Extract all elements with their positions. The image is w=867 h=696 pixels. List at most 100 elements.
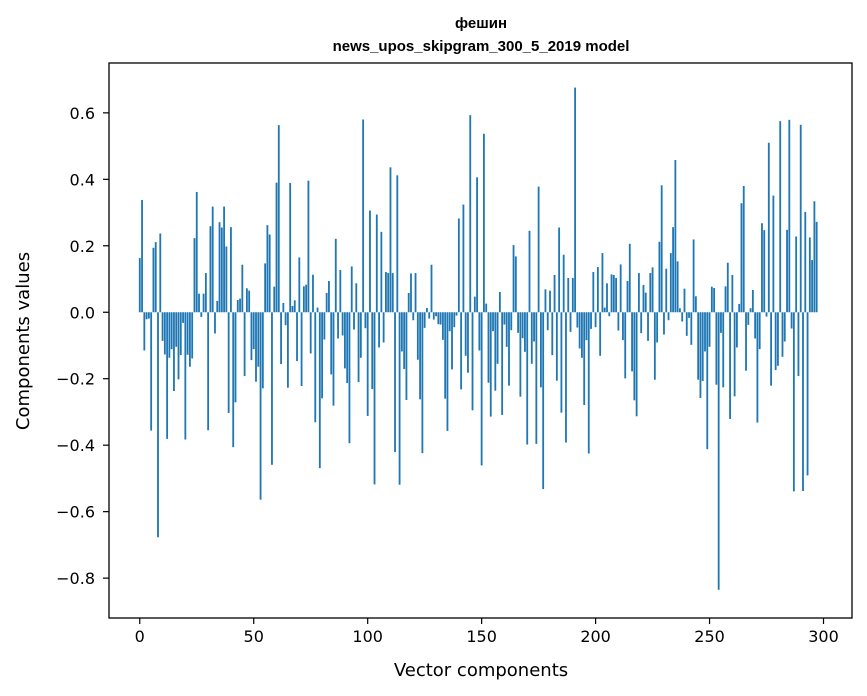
bar bbox=[343, 312, 346, 369]
y-tick-label: −0.8 bbox=[56, 569, 95, 588]
bar bbox=[530, 312, 533, 364]
bar bbox=[508, 312, 510, 386]
bar bbox=[444, 312, 447, 399]
bar bbox=[275, 182, 278, 313]
bar bbox=[202, 293, 205, 313]
bar bbox=[250, 312, 253, 361]
bar bbox=[257, 312, 260, 367]
bar bbox=[209, 226, 212, 313]
bar bbox=[722, 312, 725, 388]
bar bbox=[742, 185, 745, 313]
bar bbox=[494, 312, 497, 391]
bar bbox=[457, 218, 460, 313]
bar bbox=[460, 312, 463, 390]
bar bbox=[806, 312, 809, 476]
bar bbox=[715, 312, 718, 385]
bar bbox=[560, 312, 563, 413]
bar bbox=[389, 167, 392, 313]
bar bbox=[651, 267, 654, 313]
bar bbox=[318, 312, 321, 469]
bar bbox=[476, 177, 478, 313]
bar bbox=[553, 275, 556, 313]
bar bbox=[665, 268, 668, 313]
bar bbox=[271, 312, 273, 465]
bar bbox=[211, 206, 214, 313]
bar bbox=[403, 312, 406, 370]
bar bbox=[667, 312, 670, 321]
bar bbox=[302, 286, 305, 313]
bar bbox=[644, 292, 647, 313]
bar bbox=[612, 275, 615, 313]
bar bbox=[412, 312, 415, 321]
bar bbox=[663, 312, 665, 335]
bar bbox=[749, 308, 752, 313]
bar bbox=[558, 227, 561, 313]
bar bbox=[323, 312, 326, 340]
bar bbox=[738, 303, 741, 313]
x-axis: 0 50 100 150 200 250 300 bbox=[135, 618, 839, 646]
bar bbox=[243, 312, 246, 377]
bar bbox=[309, 312, 312, 354]
bar bbox=[610, 274, 613, 313]
bar bbox=[184, 312, 187, 440]
bar bbox=[328, 281, 330, 313]
x-tick-label: 300 bbox=[808, 627, 839, 646]
bar bbox=[446, 312, 449, 431]
bar bbox=[287, 312, 289, 388]
y-axis: −0.8 −0.6 −0.4 −0.2 0.0 0.2 0.4 0.6 bbox=[56, 104, 109, 588]
bar bbox=[248, 290, 251, 313]
bar bbox=[758, 312, 761, 350]
bar bbox=[633, 312, 636, 401]
bar bbox=[455, 312, 458, 316]
bar bbox=[173, 312, 175, 392]
bar bbox=[355, 283, 358, 313]
x-tick-label: 0 bbox=[135, 627, 145, 646]
bar bbox=[405, 312, 408, 400]
bar bbox=[583, 312, 586, 405]
bar bbox=[713, 287, 716, 313]
bar bbox=[373, 312, 376, 485]
bar bbox=[767, 142, 770, 313]
chart-title: фешин bbox=[455, 15, 507, 32]
bar bbox=[330, 312, 333, 375]
bar bbox=[195, 191, 198, 313]
bar bbox=[754, 312, 757, 339]
bar bbox=[284, 312, 287, 326]
chart-subtitle: news_upos_skipgram_300_5_2019 model bbox=[333, 38, 630, 55]
bar bbox=[546, 312, 549, 331]
bar bbox=[656, 312, 659, 343]
bar bbox=[761, 223, 763, 313]
bar bbox=[729, 312, 731, 419]
bar bbox=[252, 312, 255, 350]
bar bbox=[653, 312, 656, 380]
x-tick-label: 200 bbox=[580, 627, 611, 646]
bar bbox=[396, 175, 399, 313]
bar bbox=[369, 210, 371, 313]
bar bbox=[161, 312, 164, 341]
bar bbox=[562, 254, 565, 313]
bar bbox=[542, 312, 545, 490]
bar bbox=[489, 312, 492, 417]
bar bbox=[533, 312, 535, 342]
bar bbox=[765, 312, 768, 317]
bar bbox=[624, 312, 627, 379]
bar bbox=[514, 256, 517, 313]
bar bbox=[435, 312, 437, 317]
bar bbox=[400, 312, 403, 352]
y-tick-label: 0.0 bbox=[70, 303, 95, 322]
bar bbox=[649, 273, 652, 313]
plot-frame bbox=[108, 62, 853, 619]
bar bbox=[706, 312, 709, 450]
bar bbox=[672, 227, 674, 313]
bar bbox=[804, 211, 807, 313]
bar bbox=[170, 312, 173, 350]
y-tick-label: 0.2 bbox=[70, 237, 95, 256]
bar bbox=[813, 201, 816, 313]
bar bbox=[241, 264, 244, 313]
bar bbox=[216, 300, 219, 313]
bar bbox=[581, 312, 583, 358]
bar bbox=[289, 182, 292, 313]
bar bbox=[565, 312, 567, 443]
bar bbox=[214, 312, 216, 334]
